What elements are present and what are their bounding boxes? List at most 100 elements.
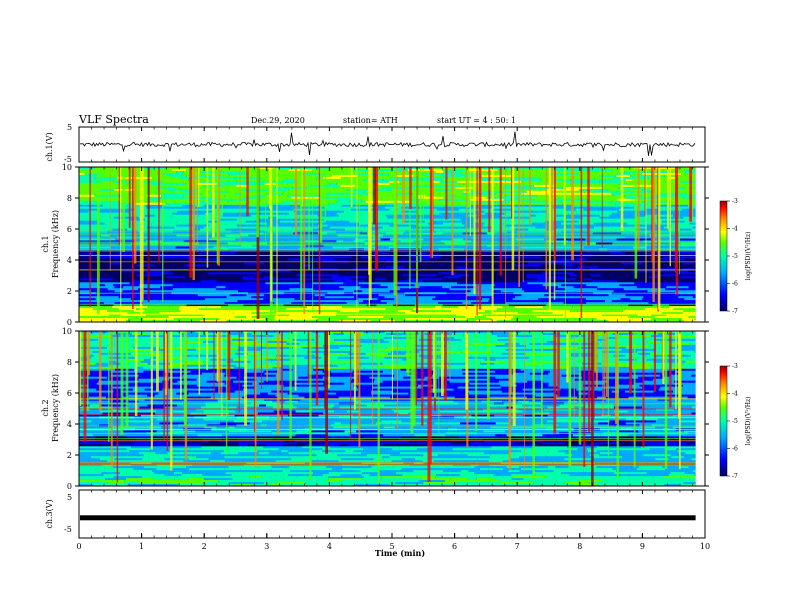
ch1-spectrogram-cell [389, 290, 426, 293]
ch2-spectrogram-cell [512, 368, 521, 372]
ch1-spectrogram-sferic [393, 167, 397, 296]
ch1-spectrogram-cell [229, 294, 247, 297]
ch2-spectrogram-sferic [325, 331, 328, 454]
ch2-spectrogram-cell [465, 386, 501, 389]
ch1-spectrogram-cell [543, 302, 564, 305]
ch1-spectrogram-cell [692, 206, 696, 210]
ch2-spectrogram-cell [195, 462, 219, 465]
ch2-spectrogram-cell [414, 382, 450, 386]
ch1-spectrogram-cell [493, 180, 521, 184]
ch1-spectrogram-cell [98, 174, 127, 178]
ch1-spectrogram-cell [199, 244, 211, 247]
ch1-spectrogram-cell [384, 171, 413, 174]
ch1-spectrogram-cell [572, 176, 589, 180]
ch2-spectrogram-cell [563, 438, 586, 441]
ch1-spectrogram-cell [231, 230, 267, 233]
ch1-spectrogram-cell [570, 184, 579, 188]
ch1-spectrogram-cell [633, 256, 664, 259]
ch1-spectrogram-cell [378, 294, 405, 297]
ch1-spectrogram-cell [413, 228, 442, 231]
ch2-spectrogram-cell [332, 468, 343, 471]
ch1-spectrogram-cell [436, 188, 454, 192]
ch1-spectrogram-cell [590, 268, 625, 271]
ch2-spectrogram-cell [356, 430, 379, 433]
ch2-spectrogram-cell [609, 446, 641, 449]
ch2-spectrogram-sferic [591, 331, 594, 486]
ch2-spectrogram-cell [595, 462, 616, 465]
ch2-spectrogram-cell [184, 470, 191, 473]
ch1-spectrogram-cell [441, 228, 476, 231]
ch2-spectrogram-cell [387, 466, 394, 469]
ch1-spectrogram-cell [190, 282, 221, 285]
ch2-spectrogram-sferic [604, 331, 606, 401]
ch2-spectrogram-cell [115, 368, 134, 372]
ch2-spectrogram-cell [99, 350, 110, 354]
ch1-spectrogram-cell [323, 218, 342, 222]
ch2-spectrogram-cell [641, 460, 663, 463]
ch2-spectrogram-cell [449, 380, 470, 384]
ch1-spectrogram-cell [598, 210, 618, 214]
ch1-spectrogram-cell [439, 180, 458, 184]
ch1-spectrogram-cell [138, 230, 174, 233]
ch1-spectrogram-cell [551, 294, 585, 297]
ch1-spectrogram-cell [363, 300, 381, 303]
ch1-spectrogram-cell [576, 274, 591, 277]
ch2-spectrogram-cell [196, 335, 229, 338]
ch2-spectrogram-cell [542, 346, 579, 350]
ch1-spectrogram-cell [573, 316, 583, 319]
ch2-spectrogram-cell [550, 410, 578, 413]
ch1-spectrogram-cell [324, 308, 356, 311]
ch1-spectrogram-cell [599, 174, 616, 178]
ch1-spectrogram-cell [79, 314, 109, 317]
ch2-spectrogram-cell [238, 444, 248, 447]
ch1-spectrogram-cell [166, 276, 186, 279]
ch1-spectrogram-cell [598, 246, 633, 249]
ch1-spectrogram-cell [671, 212, 696, 216]
ch1-spectrogram-cell [469, 288, 489, 291]
ch2-spectrogram-cell [143, 454, 171, 457]
ch1-spectrogram-cell [329, 278, 340, 281]
ch2-spectrogram-cell [669, 480, 678, 483]
ch2-spectrogram-cell [156, 468, 172, 471]
ch1-spectrogram-cell [692, 230, 696, 233]
ch1-spectrogram-cell [532, 310, 564, 313]
ch2-spectrogram-cell [188, 420, 220, 423]
ch2-spectrogram-cell [306, 335, 320, 338]
ch2-spectrogram-cell [393, 444, 427, 447]
ch2-spectrogram-cell [471, 370, 496, 374]
ch1-spectrogram-cell [189, 246, 214, 249]
ch1-spectrogram-cell [356, 212, 375, 216]
ch1-spectrogram-cell [354, 196, 370, 200]
ch2-spectrogram-cell [378, 430, 411, 433]
ch1-spectrogram-cell [527, 252, 556, 255]
ch2-spectrogram-cell [126, 340, 156, 344]
ch2-spectrogram-cell [201, 352, 225, 356]
ch2-spectrogram-cell [593, 472, 614, 475]
ch1-spectrogram-cell [247, 320, 272, 323]
ch2-spectrogram-cell [337, 372, 354, 376]
ch2-spectrogram-cell [100, 484, 129, 487]
ch1-spectrogram-cell [154, 296, 191, 299]
ch1-colorbar-tick-label: -3 [732, 198, 738, 205]
ch2-spectrogram-cell [411, 418, 423, 421]
ch1-spectrogram-cell [564, 208, 576, 212]
ch2-spectrogram-cell [79, 484, 93, 487]
ch1-spectrogram-cell [194, 286, 217, 289]
ch1-spectrogram-cell [543, 312, 553, 315]
ch1-spectrogram-cell [242, 276, 255, 279]
ch1-spectrogram-cell [522, 288, 537, 291]
ch2-spectrogram-sferic [180, 331, 182, 400]
ch1-spectrogram-cell [578, 173, 609, 176]
ch1-spectrogram-cell [630, 298, 643, 301]
ch1-spectrogram-cell [86, 306, 105, 309]
ch2-spectrogram-cell [542, 442, 565, 445]
ch2-spectrogram-cell [326, 337, 361, 340]
ch1-spectrogram-cell [285, 246, 309, 249]
ch2-spectrogram-cell [247, 448, 279, 451]
ch2-spectrogram-cell [692, 388, 696, 391]
ch1-spectrogram-cell [251, 174, 260, 178]
ch2-spectrogram-cell [356, 446, 370, 449]
ch1-spectrogram-cell [620, 256, 633, 259]
ch2-spectrogram-cell [684, 472, 696, 475]
ch2-spectrogram-cell [281, 360, 297, 364]
